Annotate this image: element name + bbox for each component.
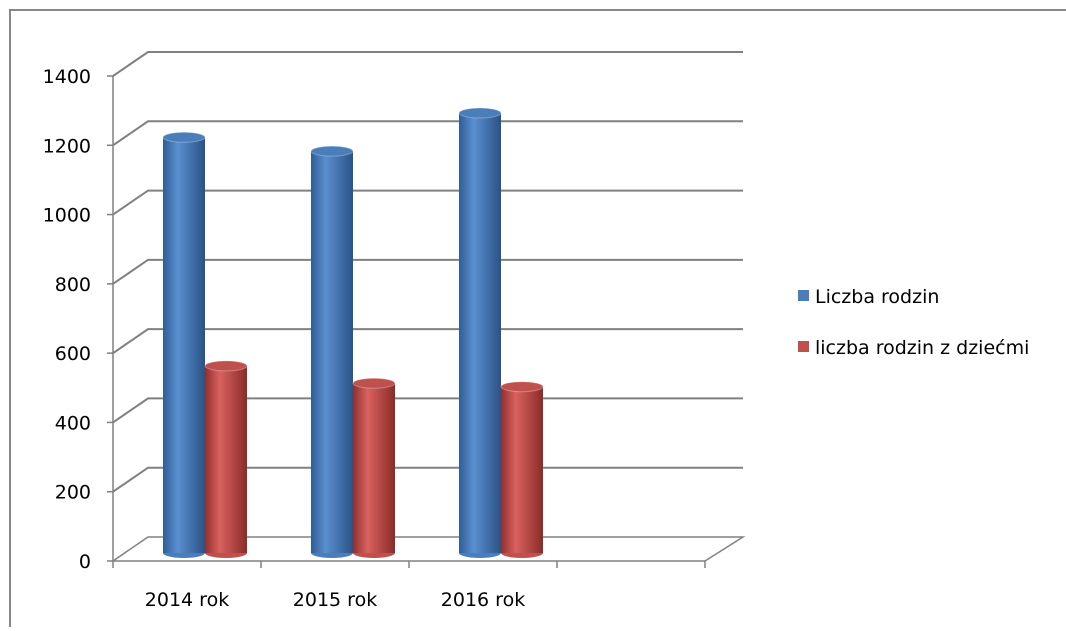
cylinder <box>500 381 544 558</box>
cylinder-body <box>353 383 395 553</box>
cylinder-body <box>311 151 353 553</box>
cylinder <box>352 377 396 558</box>
grid-line <box>112 51 743 77</box>
grid-line <box>112 189 743 216</box>
cylinder-top <box>204 360 248 372</box>
cylinder-top <box>458 107 502 119</box>
cylinder-body <box>163 137 205 554</box>
cylinder-body <box>501 386 543 553</box>
y-tick-label: 1200 <box>43 135 91 157</box>
cylinder <box>310 145 354 558</box>
legend-label: Liczba rodzin <box>815 286 939 308</box>
grid-line <box>112 120 743 147</box>
legend-swatch <box>798 290 809 301</box>
x-tick-label: 2014 rok <box>145 589 229 611</box>
cylinder <box>458 107 502 558</box>
grid-line <box>112 466 743 493</box>
cylinder <box>162 131 206 558</box>
grid-line <box>112 397 743 424</box>
cylinder-top <box>500 381 544 393</box>
y-tick-label: 1400 <box>43 66 91 88</box>
legend-swatch <box>798 341 809 352</box>
legend-label: liczba rodzin z dziećmi <box>815 337 1029 359</box>
y-tick-label: 400 <box>55 412 91 434</box>
cylinder-body <box>205 365 247 553</box>
floor <box>112 536 746 562</box>
frame <box>9 9 1066 627</box>
x-tick-label: 2015 rok <box>293 589 377 611</box>
y-tick-label: 200 <box>55 482 91 504</box>
cylinder-body <box>459 113 501 554</box>
cylinder-top <box>352 377 396 389</box>
grid-line <box>112 328 743 354</box>
y-tick-label: 0 <box>79 551 91 573</box>
y-tick-label: 600 <box>55 343 91 365</box>
y-tick-label: 1000 <box>43 205 91 227</box>
cylinder-top <box>310 145 354 157</box>
grid-line <box>112 258 743 285</box>
cylinder <box>204 360 248 558</box>
y-tick-label: 800 <box>55 274 91 296</box>
cylinder-top <box>162 131 206 143</box>
x-tick-label: 2016 rok <box>441 589 525 611</box>
